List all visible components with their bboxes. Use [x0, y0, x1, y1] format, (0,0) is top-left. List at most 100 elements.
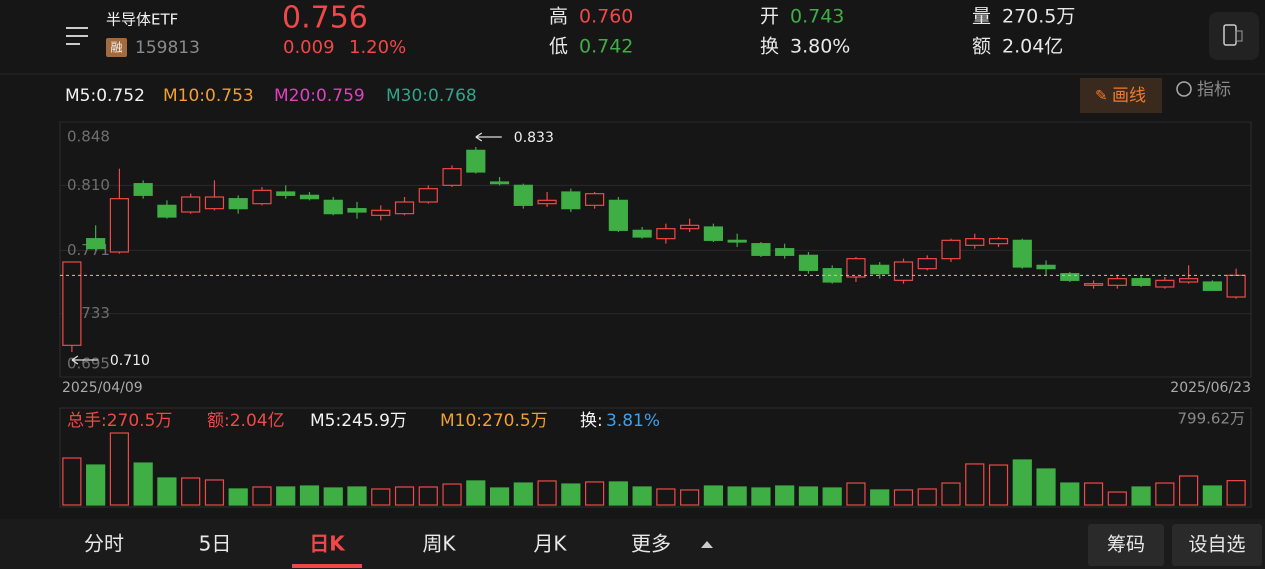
- stat-label: 换: [760, 36, 779, 58]
- candle-body: [537, 199, 557, 205]
- candle-body: [228, 198, 248, 210]
- candle-body: [1202, 281, 1222, 291]
- ma-legend: M30:0.768: [386, 86, 477, 106]
- stat-value: 2.04亿: [1002, 36, 1063, 58]
- x-tick-label: 2025/06/23: [1170, 380, 1251, 396]
- volume-bar: [537, 480, 557, 506]
- candle-body: [1131, 278, 1151, 286]
- volume-bar: [1083, 482, 1104, 506]
- volume-bar: [727, 486, 747, 506]
- candle-body: [323, 199, 343, 215]
- button-bg[interactable]: [1088, 524, 1164, 566]
- candle-body: [204, 196, 225, 210]
- volume-bar: [893, 489, 914, 506]
- stat-label: 高: [549, 6, 568, 28]
- candle-body: [86, 238, 106, 250]
- volume-legend: 额:2.04亿: [207, 411, 285, 431]
- y-tick-label: 0.848: [67, 128, 110, 146]
- volume-bar: [1155, 482, 1175, 506]
- button[interactable]: 设自选: [1188, 534, 1245, 556]
- candle-body: [703, 226, 724, 241]
- volume-bar: [109, 432, 130, 506]
- candle-body: [893, 261, 914, 281]
- candle-body: [157, 204, 177, 218]
- volume-bar: [181, 477, 201, 506]
- volume-bar: [988, 464, 1009, 506]
- volume-chart: 799.62万: [62, 410, 1246, 506]
- annotation: 0.710: [110, 353, 150, 369]
- candle-body: [775, 248, 795, 256]
- button[interactable]: 筹码: [1107, 534, 1145, 556]
- more-arrow[interactable]: [701, 541, 713, 548]
- landscape-button[interactable]: [1209, 12, 1259, 60]
- indicator-label[interactable]: 指标: [1197, 80, 1231, 100]
- volume-bar: [489, 487, 510, 506]
- volume-bar: [86, 464, 106, 506]
- candle-body: [1012, 239, 1032, 268]
- tab[interactable]: 更多: [631, 532, 671, 556]
- volume-bar: [466, 480, 486, 506]
- draw-button[interactable]: 画线 ✎: [1080, 78, 1162, 113]
- annotation-arrow: [71, 355, 98, 365]
- y-tick-label: 0.810: [67, 176, 110, 194]
- volume-bar: [299, 485, 320, 506]
- tab-active[interactable]: 日K: [309, 532, 346, 556]
- candle-body: [917, 258, 937, 270]
- volume-bar: [608, 481, 628, 506]
- tag-box: [106, 38, 127, 57]
- volume-bar: [703, 485, 724, 506]
- volume-bar: [846, 482, 866, 506]
- volume-bar: [1226, 480, 1246, 506]
- change: 0.009: [283, 37, 335, 58]
- candle-body: [1083, 283, 1104, 286]
- tab[interactable]: 周K: [422, 532, 456, 556]
- candle-body: [656, 228, 676, 240]
- tab[interactable]: 分时: [84, 532, 124, 556]
- stock-name: 半导体ETF: [106, 11, 178, 29]
- stat-value: 0.742: [579, 36, 633, 58]
- candle-body: [727, 239, 747, 243]
- candle-body: [133, 183, 153, 196]
- candle-body: [965, 238, 985, 246]
- stat-value: 3.80%: [790, 36, 850, 58]
- volume-bar: [656, 488, 676, 506]
- stat-label: 量: [972, 6, 991, 28]
- candle-body: [299, 194, 320, 200]
- volume-bar: [133, 462, 153, 506]
- candle-body: [1155, 279, 1175, 288]
- volume-bar: [870, 489, 890, 506]
- volume-bar: [561, 483, 581, 506]
- volume-bar: [276, 486, 296, 506]
- y-tick-label: 0.695: [67, 355, 110, 373]
- candle-body: [62, 261, 82, 346]
- tab[interactable]: 月K: [533, 532, 567, 556]
- volume-bar: [941, 482, 961, 506]
- volume-legend: 换:: [580, 411, 603, 431]
- change-pct: 1.20%: [349, 37, 406, 58]
- volume-bar: [252, 486, 272, 506]
- menu-icon[interactable]: [66, 27, 88, 45]
- stat-label: 额: [972, 36, 991, 58]
- button-bg[interactable]: [1172, 524, 1262, 566]
- candle-body: [1178, 278, 1199, 283]
- candle-body: [680, 224, 700, 230]
- candle-body: [870, 264, 890, 275]
- annotation-arrow: [475, 132, 502, 142]
- candle-body: [442, 168, 462, 186]
- volume-bar: [157, 477, 177, 506]
- stat-value: 270.5万: [1002, 6, 1075, 28]
- stat-value: 0.760: [579, 6, 633, 28]
- tab[interactable]: 5日: [199, 532, 232, 556]
- candle-body: [846, 258, 866, 278]
- indicator-button[interactable]: 指标: [1176, 80, 1231, 100]
- volume-bar: [775, 485, 795, 506]
- draw-label[interactable]: 画线: [1112, 86, 1146, 106]
- volume-bar: [347, 486, 367, 506]
- volume-bar: [1036, 468, 1056, 506]
- volume-bar: [917, 488, 937, 506]
- candle-body: [489, 181, 510, 185]
- volume-legend: M10:270.5万: [440, 411, 548, 431]
- volume-legend: 3.81%: [606, 411, 660, 431]
